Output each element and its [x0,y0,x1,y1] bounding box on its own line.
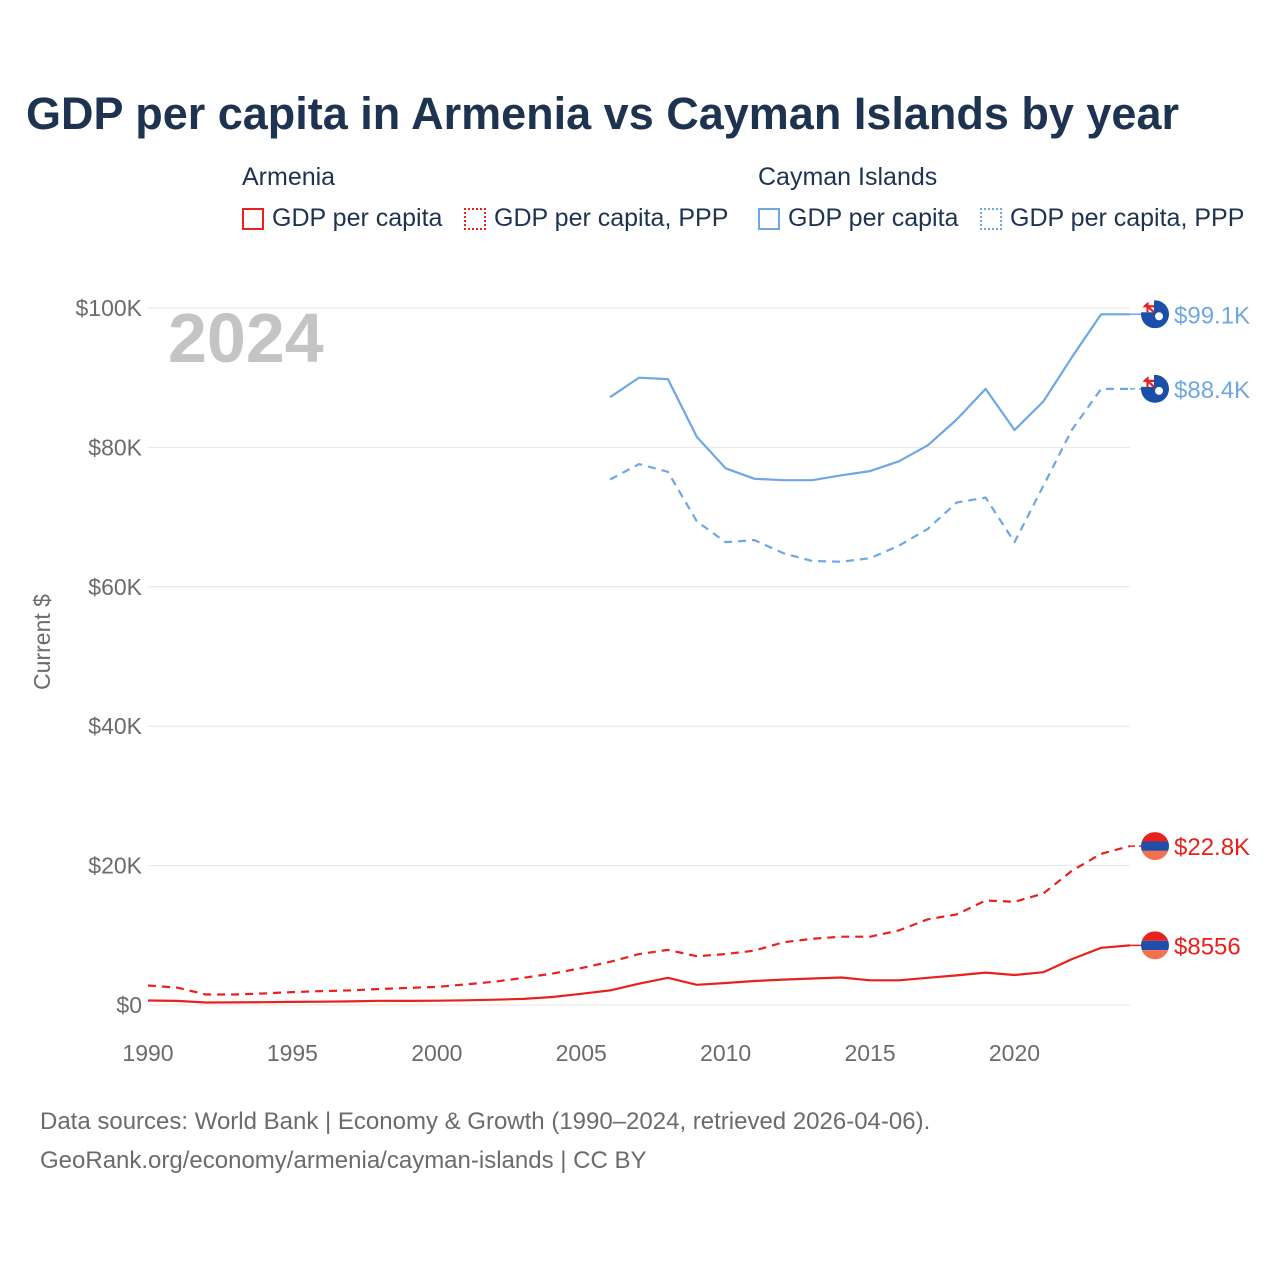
cayman-flag-icon [1141,300,1169,329]
legend-swatch-solid [242,207,264,230]
armenia-flag-icon [1141,931,1169,960]
gridlines [148,307,1130,1006]
legend-armenia-gdp-ppp[interactable]: GDP per capita, PPP [464,204,728,233]
series-line[interactable] [609,313,1130,482]
y-tick-label: $100K [75,295,142,321]
end-value-label: $22.8K [1174,834,1250,861]
end-markers: $8556 $22.8K $99.1K $88.4K [1130,300,1250,960]
series-line[interactable] [147,944,1131,1004]
y-axis-ticks: $0 $20K $40K $60K $80K $100K [75,295,142,1018]
x-tick-label: 2015 [844,1040,895,1066]
y-tick-label: $20K [88,853,142,879]
y-tick-label: $60K [88,574,142,600]
legend-cayman-gdp[interactable]: GDP per capita [758,204,958,233]
y-tick-label: $80K [88,434,142,460]
armenia-flag-icon [1141,832,1169,861]
x-tick-label: 1990 [122,1040,173,1066]
x-tick-label: 2005 [556,1040,607,1066]
legend-label: GDP per capita, PPP [494,204,729,232]
legend-swatch-solid [758,207,780,230]
current-year-label: 2024 [168,299,324,377]
legend-swatch-dotted [464,207,486,230]
end-value-label: $99.1K [1174,302,1250,329]
legend-cayman-gdp-ppp[interactable]: GDP per capita, PPP [980,204,1244,233]
series-line[interactable] [609,387,1130,563]
y-tick-label: $40K [88,713,142,739]
y-tick-label: $0 [116,992,142,1018]
x-tick-label: 2020 [989,1040,1040,1066]
y-axis-label: Current $ [29,594,55,690]
legend-swatch-dotted [980,207,1002,230]
legend-label: GDP per capita, PPP [1010,204,1245,232]
x-tick-label: 2000 [411,1040,462,1066]
series-line[interactable] [147,845,1131,996]
cayman-flag-icon [1141,374,1169,403]
legend-group-cayman: Cayman Islands [758,163,938,191]
end-value-label: $8556 [1174,933,1241,960]
series-lines [147,313,1131,1004]
legend-group-armenia: Armenia [242,163,336,191]
x-tick-label: 2010 [700,1040,751,1066]
legend-label: GDP per capita [788,204,959,232]
x-tick-label: 1995 [267,1040,318,1066]
footer-source: Data sources: World Bank | Economy & Gro… [40,1108,931,1135]
footer-link[interactable]: GeoRank.org/economy/armenia/cayman-islan… [40,1147,647,1174]
legend-label: GDP per capita [272,204,443,232]
legend-armenia-gdp[interactable]: GDP per capita [242,204,442,233]
x-axis-ticks: 1990 1995 2000 2005 2010 2015 2020 [122,1040,1040,1066]
chart-title: GDP per capita in Armenia vs Cayman Isla… [26,88,1179,139]
end-value-label: $88.4K [1174,377,1250,404]
